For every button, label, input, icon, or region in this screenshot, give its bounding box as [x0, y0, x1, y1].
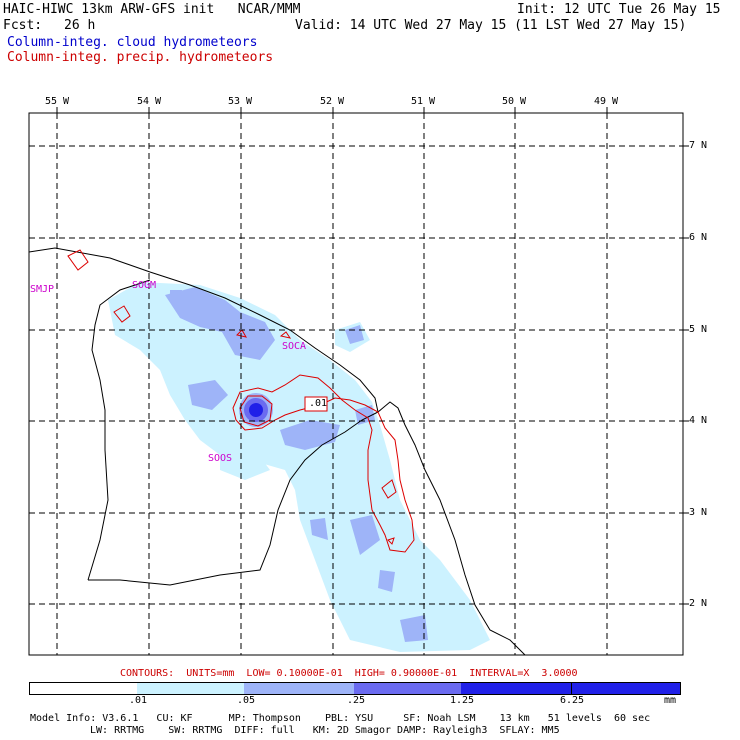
station-label: SOGM: [132, 280, 157, 291]
cloud-shading-medium: [170, 290, 182, 302]
model-info-line2: LW: RRTMG SW: RRTMG DIFF: full KM: 2D Sm…: [90, 725, 560, 736]
map-frame: [28, 112, 684, 656]
lat-label: 7 N: [689, 140, 708, 151]
colorbar-swatch: [461, 682, 571, 695]
contour-info: CONTOURS: UNITS=mm LOW= 0.10000E-01 HIGH…: [120, 668, 578, 679]
valid-time: Valid: 14 UTC Wed 27 May 15 (11 LST Wed …: [295, 18, 687, 33]
cloud-shading-medium: [310, 518, 328, 540]
cloud-shading-medium: [350, 515, 380, 555]
cloud-shading-medium: [378, 570, 395, 592]
contour-label: .01: [309, 398, 328, 409]
lon-label: 53 W: [228, 96, 253, 107]
country-border: [87, 279, 151, 581]
cloud-shading-light: [220, 450, 270, 480]
coastline-border: [377, 401, 526, 655]
lon-label: 51 W: [411, 96, 436, 107]
cloud-shading-medium: [355, 405, 375, 425]
precip-contour: [232, 374, 415, 553]
colorbar-label: .01: [129, 695, 148, 706]
station-label: SOCA: [282, 341, 307, 352]
model-title: HAIC-HIWC 13km ARW-GFS init NCAR/MMM: [3, 2, 301, 17]
country-border: [88, 411, 379, 586]
lon-label: 55 W: [45, 96, 70, 107]
lon-label: 54 W: [137, 96, 162, 107]
colorbar-label: .05: [237, 695, 256, 706]
colorbar-units: mm: [664, 695, 677, 706]
colorbar-swatch: [354, 682, 461, 695]
precip-field-label: Column-integ. precip. hydrometeors: [7, 50, 274, 65]
lon-label: 52 W: [320, 96, 345, 107]
coastline: [29, 247, 526, 655]
model-info-line1: Model Info: V3.6.1 CU: KF MP: Thompson P…: [30, 713, 651, 724]
lon-label: 50 W: [502, 96, 527, 107]
shaded-field: [108, 282, 490, 652]
cloud-field-label: Column-integ. cloud hydrometeors: [7, 35, 258, 50]
precip-contour: [387, 537, 395, 545]
lon-label: 49 W: [594, 96, 619, 107]
precip-contour: [113, 305, 131, 323]
forecast-label: Fcst:: [3, 18, 43, 33]
cloud-shading-medium: [165, 287, 275, 360]
station-label: SMJP: [30, 284, 55, 295]
cloud-shading-medium: [400, 615, 428, 642]
contour-label-box: [304, 396, 328, 412]
colorbar-swatch: [137, 682, 244, 695]
precip-contour: [67, 249, 89, 271]
cloud-shading-light: [108, 282, 490, 652]
cloud-shading-medium: [188, 380, 228, 410]
precip-contour: [239, 395, 273, 427]
forecast-hours: 26 h: [64, 18, 96, 33]
cloud-shading-core: [249, 403, 263, 417]
colorbar-label: 1.25: [450, 695, 475, 706]
coastline-border: [29, 247, 379, 413]
precip-contour: [279, 331, 292, 339]
lat-label: 6 N: [689, 232, 708, 243]
colorbar-label: .25: [347, 695, 366, 706]
precip-contour: [381, 479, 397, 499]
lat-label: 5 N: [689, 324, 708, 335]
station-label: SOOS: [208, 453, 233, 464]
lat-label: 2 N: [689, 598, 708, 609]
colorbar-swatch: [244, 682, 354, 695]
lat-label: 3 N: [689, 507, 708, 518]
cloud-shading-medium: [280, 420, 340, 450]
graticule: [29, 113, 683, 655]
init-time: Init: 12 UTC Tue 26 May 15: [517, 2, 721, 17]
colorbar-label: 6.25: [560, 695, 585, 706]
lat-label: 4 N: [689, 415, 708, 426]
axis-ticks: [56, 107, 689, 605]
colorbar-swatch: [29, 682, 138, 695]
colorbar-swatch: [571, 682, 681, 695]
precip-contours: [67, 249, 415, 553]
